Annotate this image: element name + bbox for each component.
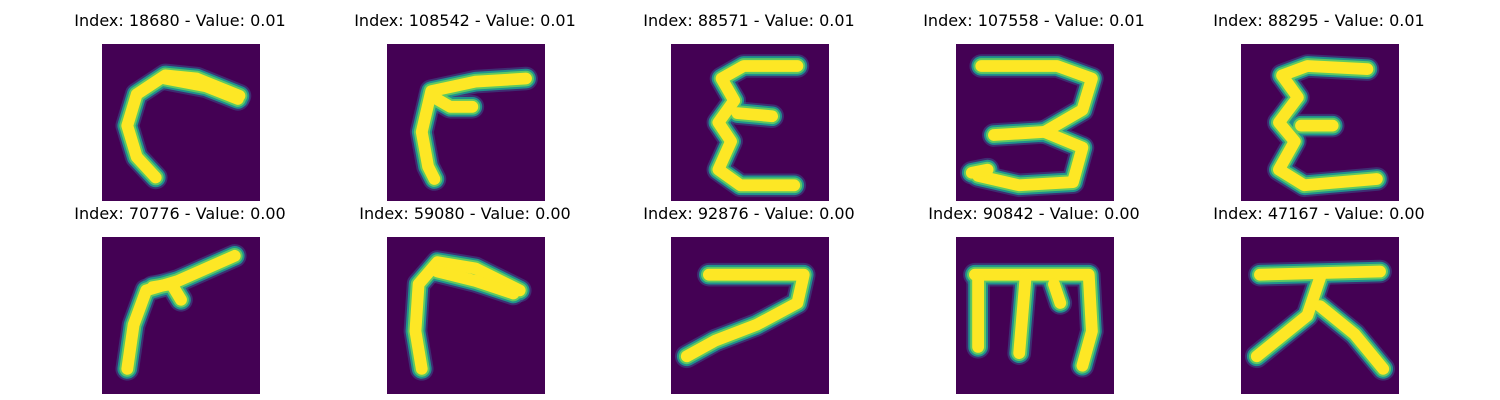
glyph-stroke [987, 126, 1051, 141]
cell-title: Index: 70776 - Value: 0.00 [74, 204, 286, 223]
cell-title: Index: 18680 - Value: 0.01 [74, 11, 286, 30]
glyph-stroke [1250, 271, 1326, 363]
grid-cell-1: Index: 18680 - Value: 0.01 [40, 9, 320, 201]
glyph-stroke [409, 256, 526, 375]
glyph-image [387, 237, 545, 394]
grid-cell-7: Index: 59080 - Value: 0.00 [325, 202, 605, 394]
grid-cell-2: Index: 108542 - Value: 0.01 [325, 9, 605, 201]
glyph-stroke [1048, 278, 1067, 309]
grid-cell-4: Index: 107558 - Value: 0.01 [894, 9, 1174, 201]
glyph-stroke [146, 278, 187, 306]
cell-title: Index: 107558 - Value: 0.01 [923, 11, 1145, 30]
glyph-image [671, 44, 829, 201]
glyph-image [102, 44, 260, 201]
grid-cell-3: Index: 88571 - Value: 0.01 [609, 9, 889, 201]
glyph-stroke [712, 60, 804, 192]
glyph-image [956, 237, 1114, 394]
grid-cell-8: Index: 92876 - Value: 0.00 [609, 202, 889, 394]
glyph-stroke [121, 249, 241, 375]
glyph-stroke [731, 107, 779, 123]
glyph-stroke [969, 268, 1098, 372]
glyph-image [102, 237, 260, 394]
glyph-stroke [121, 69, 246, 184]
cell-title: Index: 47167 - Value: 0.00 [1213, 204, 1425, 223]
glyph-stroke [965, 163, 994, 179]
glyph-stroke [1314, 300, 1390, 375]
grid-cell-5: Index: 88295 - Value: 0.01 [1179, 9, 1459, 201]
cell-title: Index: 92876 - Value: 0.00 [643, 204, 855, 223]
cell-title: Index: 108542 - Value: 0.01 [354, 11, 576, 30]
glyph-stroke [415, 72, 532, 185]
glyph-image [1241, 44, 1399, 201]
cell-title: Index: 88295 - Value: 0.01 [1213, 11, 1425, 30]
glyph-stroke [159, 72, 244, 105]
glyph-image [956, 44, 1114, 201]
cell-title: Index: 90842 - Value: 0.00 [928, 204, 1140, 223]
glyph-image [671, 237, 829, 394]
grid-cell-6: Index: 70776 - Value: 0.00 [40, 202, 320, 394]
glyph-stroke [425, 89, 479, 113]
glyph-image [387, 44, 545, 201]
glyph-stroke [680, 268, 810, 363]
glyph-stroke [1272, 60, 1383, 192]
glyph-stroke [431, 265, 520, 300]
glyph-stroke [1013, 271, 1032, 360]
cell-title: Index: 59080 - Value: 0.00 [359, 204, 571, 223]
cell-title: Index: 88571 - Value: 0.01 [643, 11, 855, 30]
grid-cell-10: Index: 47167 - Value: 0.00 [1179, 202, 1459, 394]
grid-cell-9: Index: 90842 - Value: 0.00 [894, 202, 1174, 394]
glyph-image [1241, 237, 1399, 394]
